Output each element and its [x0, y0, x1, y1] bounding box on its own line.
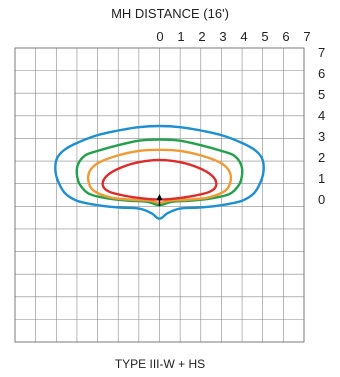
y-tick-label: 3 [318, 129, 325, 144]
x-tick-label: 7 [303, 29, 310, 44]
isofootcandle-line [54, 124, 265, 220]
y-tick-label: 5 [318, 87, 325, 102]
y-tick-label: 2 [318, 150, 325, 165]
chart-caption: TYPE III-W + HS [115, 357, 205, 371]
chart-grid [15, 48, 304, 342]
y-tick-label: 7 [318, 45, 325, 60]
y-tick-label: 1 [318, 171, 325, 186]
chart-title: MH DISTANCE (16') [111, 6, 229, 21]
y-tick-label: 4 [318, 108, 325, 123]
x-tick-label: 2 [198, 29, 205, 44]
y-tick-label: 6 [318, 66, 325, 81]
plot-frame [14, 47, 305, 343]
fixture-marker [156, 194, 163, 207]
x-tick-label: 5 [261, 29, 268, 44]
fixture-arrow-icon [156, 194, 163, 200]
x-tick-label: 1 [177, 29, 184, 44]
x-tick-label: 6 [282, 29, 289, 44]
x-tick-label: 4 [240, 29, 247, 44]
y-tick-labels: 7 6 5 4 3 2 1 0 [318, 45, 325, 207]
x-tick-labels: 0 1 2 3 4 5 6 7 [156, 29, 310, 44]
x-tick-label: 3 [219, 29, 226, 44]
x-tick-label: 0 [156, 29, 163, 44]
y-tick-label: 0 [318, 192, 325, 207]
